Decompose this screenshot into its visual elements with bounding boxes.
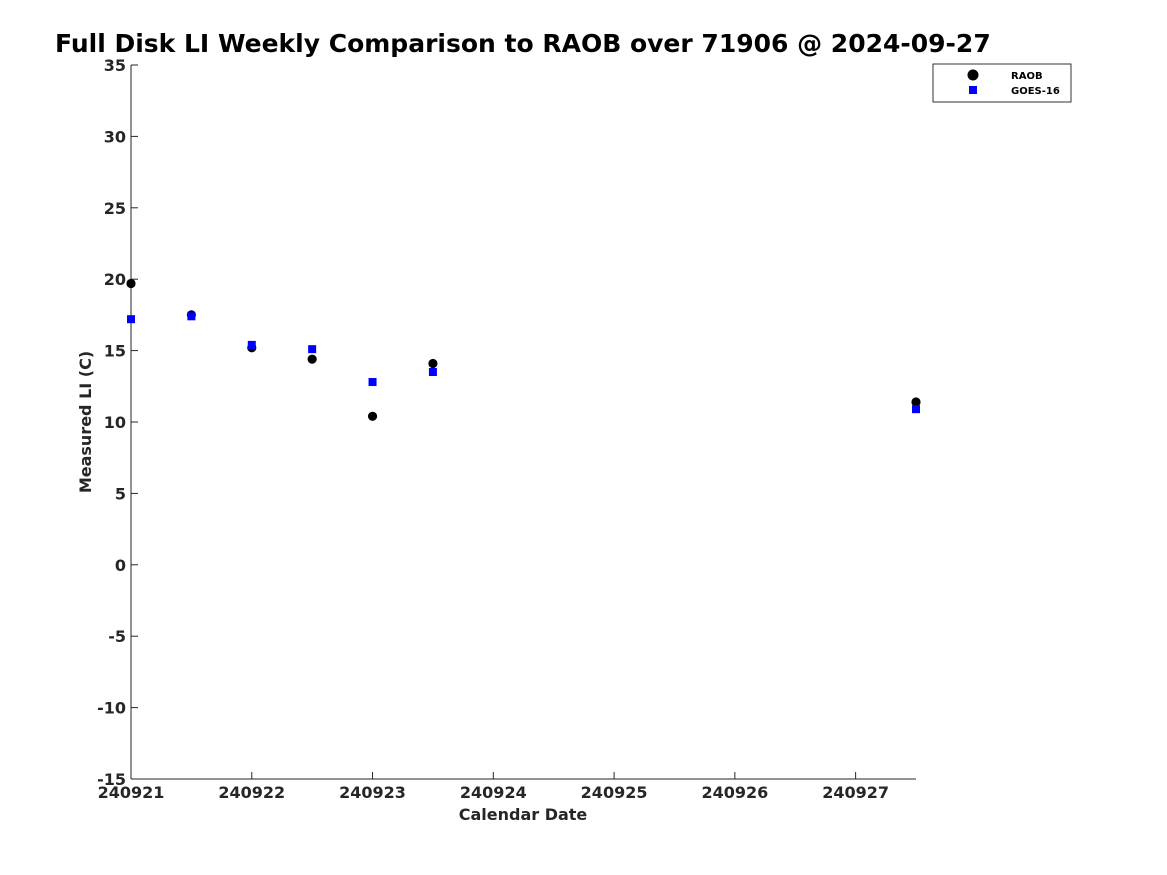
chart-title: Full Disk LI Weekly Comparison to RAOB o…: [55, 29, 991, 58]
x-tick-label: 240926: [701, 783, 768, 802]
y-tick-label: -15: [97, 770, 126, 789]
series-raob: [126, 278, 921, 421]
x-tick-label: 240923: [339, 783, 406, 802]
legend-box: [932, 63, 1072, 103]
goes-16-point: [247, 340, 256, 349]
y-tick-label: 15: [104, 342, 126, 361]
legend-label-raob: RAOB: [1011, 71, 1043, 82]
legend-marker-raob: [967, 69, 979, 81]
legend-marker-goes-16: [969, 86, 977, 94]
raob-point: [307, 354, 317, 364]
legend: RAOB GOES-16: [932, 63, 1072, 103]
y-tick-label: -5: [108, 627, 126, 646]
goes-16-point: [428, 368, 437, 377]
y-tick-label: 10: [104, 413, 126, 432]
x-tick-label: 240925: [581, 783, 648, 802]
legend-label-goes-16: GOES-16: [1011, 86, 1060, 97]
goes-16-point: [912, 405, 920, 414]
x-tick-label: 240927: [822, 783, 889, 802]
series-goes-16: [127, 312, 920, 414]
raob-point: [428, 358, 438, 369]
y-tick-label: 20: [104, 270, 126, 289]
raob-point: [911, 397, 921, 407]
data-marks: [126, 278, 921, 421]
goes-16-point: [368, 378, 377, 387]
x-axis-label: Calendar Date: [459, 805, 588, 824]
y-axis-label: Measured LI (C): [76, 351, 95, 493]
y-tick-label: -10: [97, 699, 126, 718]
raob-point: [367, 411, 378, 421]
y-tick-label: 25: [104, 199, 126, 218]
y-tick-label: 30: [104, 127, 126, 146]
x-tick-label: 240924: [460, 783, 527, 802]
goes-16-point: [308, 345, 317, 354]
x-tick-label: 240922: [218, 783, 285, 802]
y-tick-label: 35: [104, 56, 126, 75]
raob-point: [126, 278, 136, 289]
y-tick-label: 0: [115, 556, 126, 575]
goes-16-point: [187, 312, 196, 321]
x-tick-label: 240921: [98, 783, 165, 802]
y-tick-label: 5: [115, 484, 126, 503]
goes-16-point: [127, 315, 135, 324]
